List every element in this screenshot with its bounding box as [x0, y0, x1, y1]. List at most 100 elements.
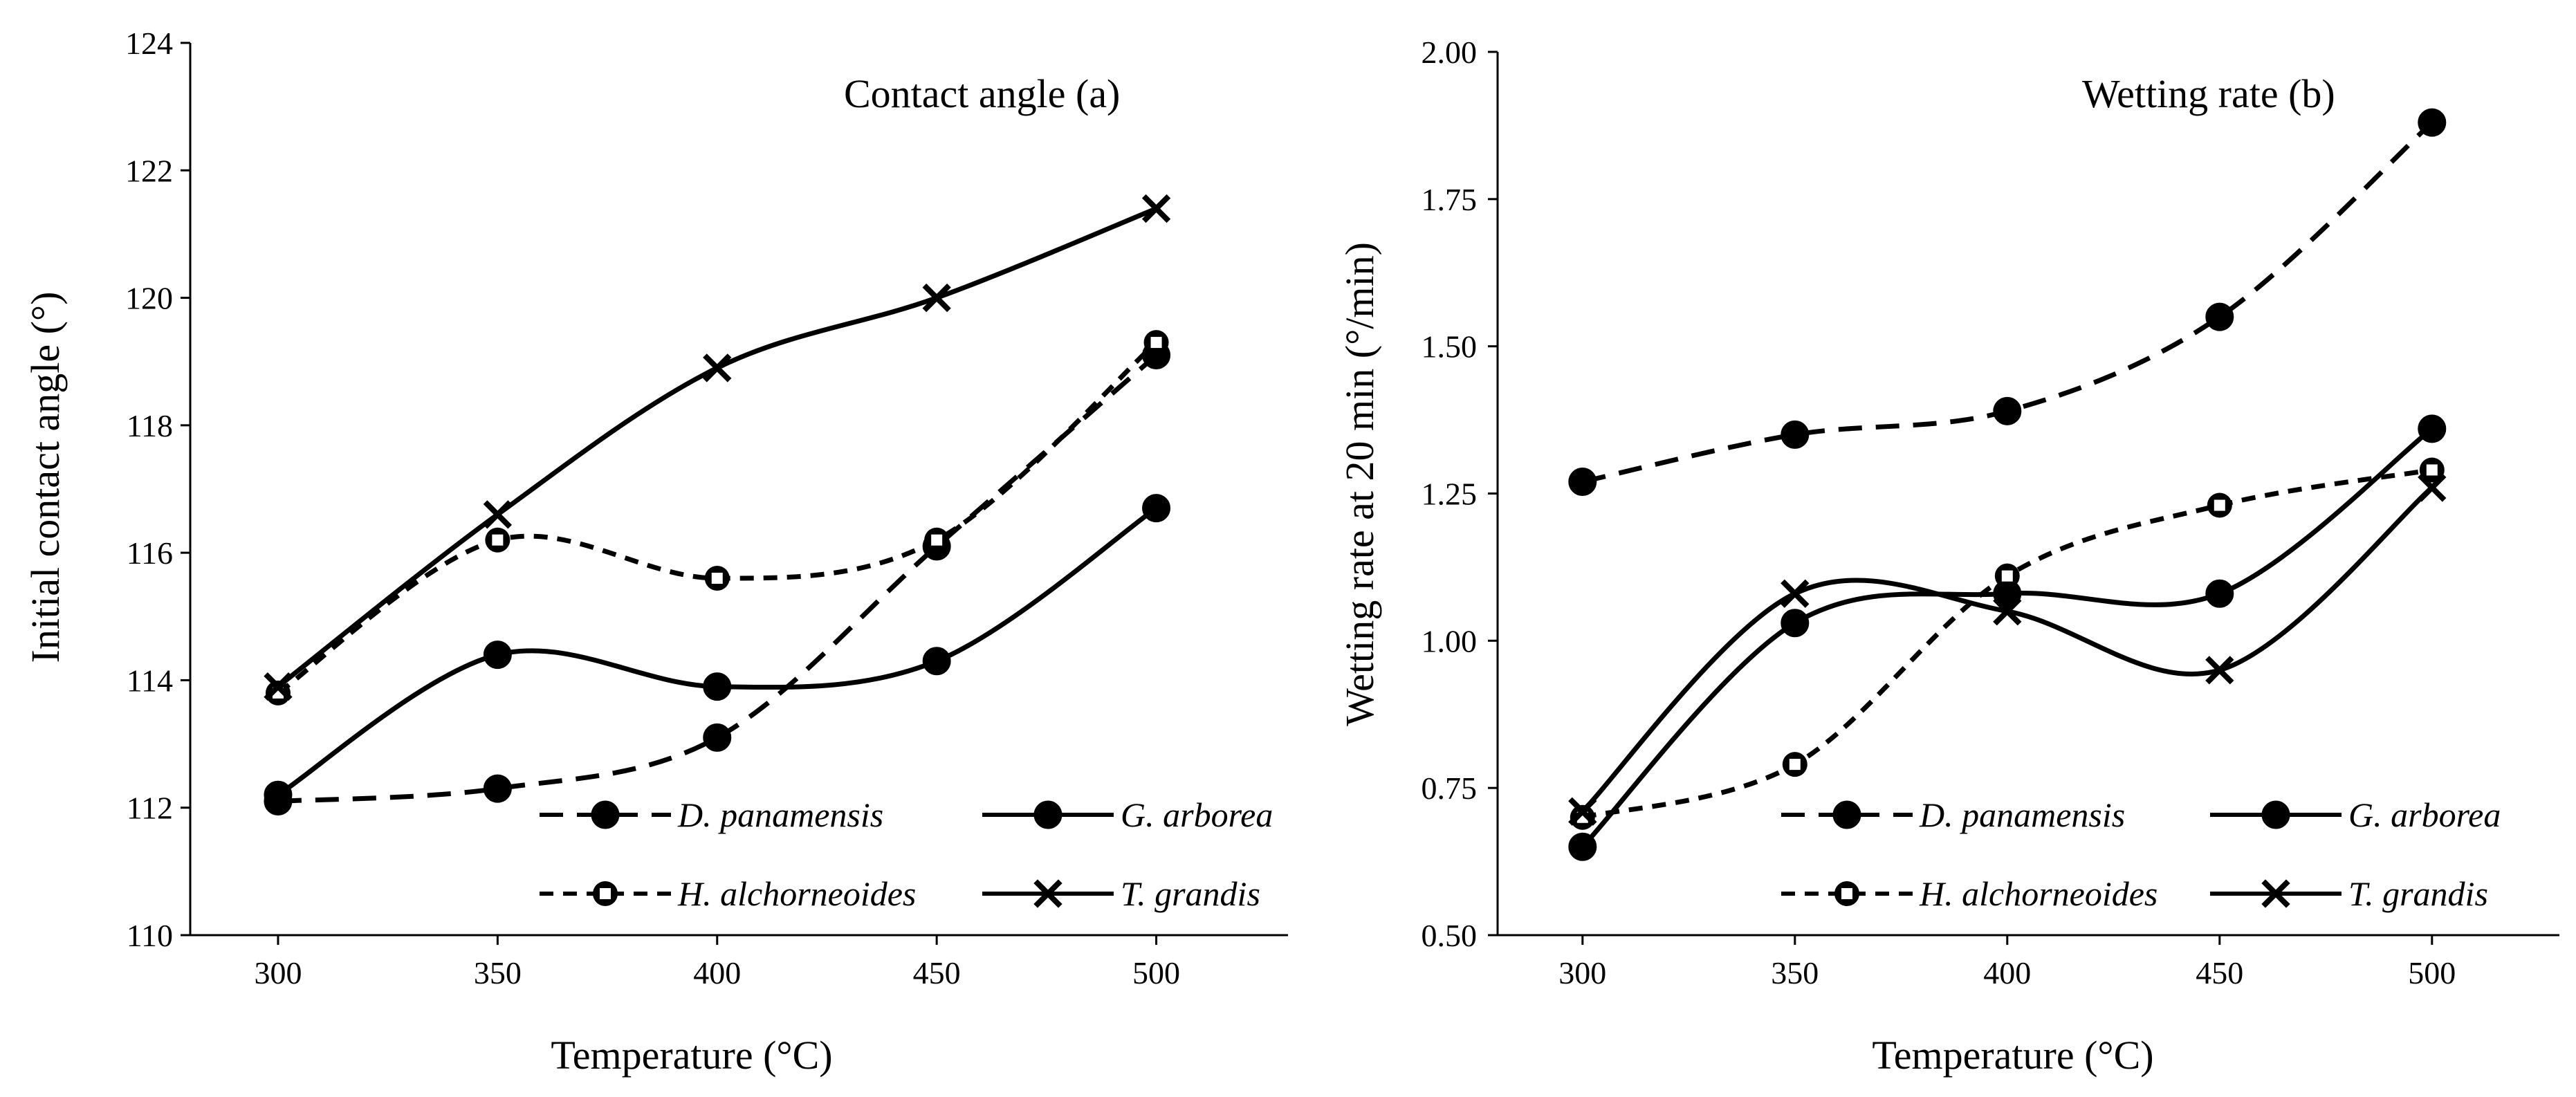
panel-title: Wetting rate (b): [2082, 71, 2335, 116]
legend-marker-0: [1832, 800, 1861, 829]
series-line-0: [277, 353, 1158, 804]
data-point-s3-1: [1781, 579, 1810, 608]
data-point-s2-1: [485, 527, 510, 553]
legend-marker-0: [591, 800, 620, 829]
series-line-2: [276, 340, 1158, 695]
data-point-s0-1: [483, 774, 512, 803]
x-tick-label: 400: [693, 955, 741, 990]
legend-label-2: H. alchorneoides: [1919, 874, 2158, 913]
data-point-s3-3: [922, 283, 951, 313]
panel-contact-angle: Contact angle (a) Temperature (°C) Initi…: [23, 26, 1288, 1078]
data-point-s3-4: [2418, 473, 2447, 502]
panel-title: Contact angle (a): [844, 71, 1120, 116]
x-tick-label: 300: [254, 955, 302, 990]
panel-wetting-rate: Wetting rate (b) Temperature (°C) Wettin…: [1337, 35, 2559, 1078]
y-axis-title: Initial contact angle (°): [23, 292, 68, 663]
legend-label-3: T. grandis: [1121, 874, 1260, 913]
data-point-s0-2: [1993, 396, 2022, 425]
y-tick-label: 0.50: [1422, 918, 1478, 953]
data-point-s0-2: [703, 723, 732, 752]
data-point-s0-4: [2418, 108, 2447, 137]
legend-label-0: D. panamensis: [1919, 795, 2125, 834]
data-point-s2-4-hole: [1150, 337, 1162, 349]
data-point-s3-3-stroke-b: [2205, 656, 2234, 685]
y-tick-label: 2.00: [1422, 35, 1478, 70]
data-point-s2-3-hole: [931, 534, 943, 546]
x-tick-label: 450: [2196, 955, 2243, 990]
data-point-s3-4-stroke-b: [1141, 194, 1171, 223]
y-tick-label: 1.00: [1422, 623, 1478, 658]
legend-label-2: H. alchorneoides: [677, 874, 916, 913]
data-point-s2-1-hole: [1789, 759, 1801, 771]
data-point-s2-1-hole: [492, 534, 504, 546]
x-tick-label: 500: [2408, 955, 2456, 990]
legend-marker-3: [1033, 879, 1062, 908]
data-point-s3-0-stroke-b: [1568, 797, 1597, 826]
data-point-s3-0: [1568, 797, 1597, 826]
data-point-s0-1: [1781, 420, 1810, 449]
y-tick-label: 0.75: [1422, 771, 1478, 806]
data-point-s1-0: [1568, 832, 1597, 861]
legend-marker-2: [593, 881, 618, 906]
data-point-s2-1: [1782, 752, 1807, 777]
x-tick-label: 350: [1771, 955, 1819, 990]
data-point-s3-2-stroke-b: [1993, 597, 2022, 626]
y-tick-label: 1.50: [1422, 329, 1478, 365]
y-tick-label: 120: [125, 281, 173, 316]
data-point-s1-4: [2418, 414, 2447, 443]
data-point-s0-3: [2205, 302, 2234, 331]
x-tick-label: 350: [474, 955, 522, 990]
data-point-s1-1: [483, 640, 512, 670]
legend-marker-2: [1834, 881, 1859, 906]
x-tick-label: 300: [1558, 955, 1606, 990]
data-point-s3-3-stroke-b: [922, 283, 951, 313]
y-tick-label: 118: [127, 408, 173, 443]
y-tick-label: 124: [125, 26, 173, 61]
series-line-1: [277, 506, 1158, 798]
data-point-s3-4-stroke-b: [2418, 473, 2447, 502]
data-point-s3-2: [703, 353, 732, 382]
data-point-s2-4-hole: [2426, 464, 2438, 476]
data-point-s3-2: [1993, 597, 2022, 626]
data-point-s2-4: [2419, 457, 2445, 483]
x-tick-label: 500: [1132, 955, 1180, 990]
data-point-s0-0: [1568, 467, 1597, 496]
x-axis-title: Temperature (°C): [551, 1033, 832, 1078]
legend-marker-3: [2261, 879, 2290, 908]
legend-label-3: T. grandis: [2348, 874, 2488, 913]
data-point-s2-3: [924, 527, 950, 553]
legend-label-1: G. arborea: [2348, 795, 2501, 834]
series-line-2: [1581, 467, 2433, 820]
data-point-s2-2: [1994, 563, 2020, 589]
x-axis-title: Temperature (°C): [1872, 1033, 2153, 1078]
legend-marker-2-hole: [600, 888, 611, 899]
data-point-s1-3: [2205, 579, 2234, 608]
y-tick-label: 110: [127, 918, 173, 953]
data-point-s1-2: [703, 672, 732, 701]
data-point-s1-4: [1142, 494, 1171, 523]
data-point-s3-1: [483, 500, 513, 529]
data-point-s1-1: [1781, 609, 1810, 638]
legend-marker-2-hole: [1841, 888, 1852, 899]
legend-label-1: G. arborea: [1121, 795, 1273, 834]
y-tick-label: 116: [127, 535, 173, 571]
series-line-3: [276, 206, 1157, 689]
series-line-3: [1581, 486, 2434, 813]
legend-marker-1: [1033, 800, 1062, 829]
y-tick-label: 1.25: [1422, 477, 1478, 512]
data-point-s2-4: [1143, 330, 1169, 356]
data-point-s1-3: [922, 647, 951, 676]
legend-marker-3-stroke-b: [1033, 879, 1062, 908]
data-point-s2-3-hole: [2214, 499, 2225, 511]
x-tick-label: 450: [913, 955, 961, 990]
y-tick-label: 112: [127, 791, 173, 826]
data-point-s1-0: [264, 780, 293, 809]
data-point-s3-2-stroke-b: [703, 353, 732, 382]
data-point-s3-4: [1141, 194, 1171, 223]
series-line-0: [1582, 120, 2434, 484]
data-point-s2-3: [2207, 492, 2232, 518]
data-point-s2-2: [704, 566, 730, 591]
data-point-s2-2-hole: [711, 573, 723, 584]
data-point-s3-0: [264, 672, 293, 701]
